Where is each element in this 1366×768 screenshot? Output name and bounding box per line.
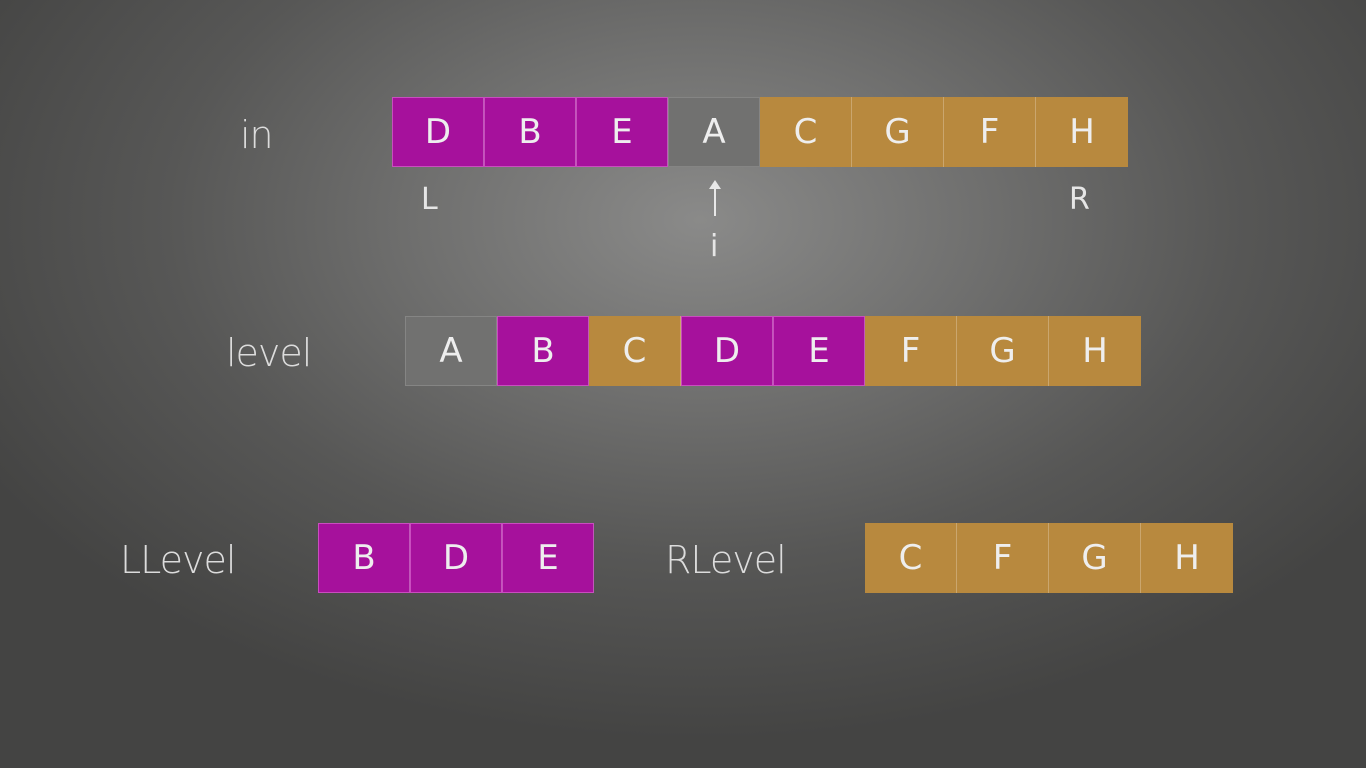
- rlevel-cell-f: F: [957, 523, 1049, 593]
- in-cell-h: H: [1036, 97, 1128, 167]
- level-cell-h: H: [1049, 316, 1141, 386]
- in-cell-e: E: [576, 97, 668, 167]
- rlevel-cell-g: G: [1049, 523, 1141, 593]
- llevel-cell-d: D: [410, 523, 502, 593]
- level-cell-d: D: [681, 316, 773, 386]
- right-marker: R: [1069, 182, 1090, 217]
- llevel-cell-b: B: [318, 523, 410, 593]
- rlevel-cell-c: C: [865, 523, 957, 593]
- level-cell-c: C: [589, 316, 681, 386]
- level-cell-g: G: [957, 316, 1049, 386]
- in-cell-d: D: [392, 97, 484, 167]
- level-cell-e: E: [773, 316, 865, 386]
- up-arrow-icon: [709, 180, 721, 216]
- in-cell-c: C: [760, 97, 852, 167]
- level-cell-f: F: [865, 316, 957, 386]
- level-label: level: [226, 331, 312, 375]
- index-marker: i: [710, 229, 719, 264]
- left-marker: L: [421, 182, 438, 217]
- llevel-cell-e: E: [502, 523, 594, 593]
- in-cell-g: G: [852, 97, 944, 167]
- in-cell-b: B: [484, 97, 576, 167]
- rlevel-label: RLevel: [665, 538, 787, 582]
- level-cell-a: A: [405, 316, 497, 386]
- in-label: in: [240, 113, 274, 157]
- in-cell-f: F: [944, 97, 1036, 167]
- rlevel-cell-h: H: [1141, 523, 1233, 593]
- llevel-label: LLevel: [120, 538, 236, 582]
- level-cell-b: B: [497, 316, 589, 386]
- in-cell-a: A: [668, 97, 760, 167]
